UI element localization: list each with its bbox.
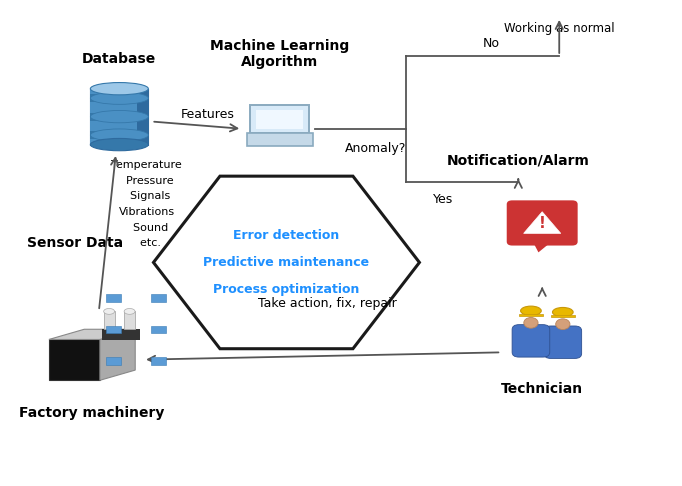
Text: No: No [483,37,499,50]
Bar [551,315,575,317]
Polygon shape [524,212,561,233]
Ellipse shape [90,129,149,141]
Ellipse shape [520,306,542,315]
Text: Notification/Alarm: Notification/Alarm [447,154,590,168]
Text: Anomaly?: Anomaly? [344,142,406,155]
Text: Machine Learning
Algorithm: Machine Learning Algorithm [210,39,349,69]
Bar [104,312,115,330]
Bar [102,330,140,341]
Bar [90,94,148,102]
Bar [136,89,148,145]
Text: Sensor Data: Sensor Data [27,236,123,250]
FancyBboxPatch shape [544,326,582,359]
Polygon shape [49,339,100,380]
Bar [519,314,543,315]
Polygon shape [533,242,552,252]
Ellipse shape [90,92,149,104]
Ellipse shape [524,317,538,328]
Ellipse shape [90,139,149,151]
Text: Features: Features [181,108,235,121]
Text: Technician: Technician [501,382,583,396]
Bar [106,357,121,365]
Polygon shape [153,176,419,349]
Bar [124,312,135,330]
Bar [106,326,121,333]
Ellipse shape [552,308,573,317]
Bar [151,294,166,302]
Text: !: ! [539,216,546,231]
Ellipse shape [104,309,115,314]
Text: Process optimization: Process optimization [213,283,359,295]
Bar [256,110,303,128]
Bar [106,294,121,302]
FancyBboxPatch shape [247,133,312,146]
Bar [90,113,148,121]
FancyBboxPatch shape [512,325,550,357]
Bar [151,357,166,365]
Polygon shape [49,330,135,339]
Text: Factory machinery: Factory machinery [19,406,165,420]
Bar [90,89,148,145]
FancyBboxPatch shape [250,105,310,133]
Text: Error detection: Error detection [233,229,340,242]
Text: Yes: Yes [433,193,454,206]
FancyBboxPatch shape [507,200,578,245]
Text: Temperature
  Pressure
  Signals
Vibrations
  Sound
  etc.: Temperature Pressure Signals Vibrations … [111,160,182,248]
Bar [90,131,148,139]
Ellipse shape [90,110,149,123]
Ellipse shape [90,83,149,95]
Text: Take action, fix, repair: Take action, fix, repair [258,297,397,310]
Text: Predictive maintenance: Predictive maintenance [203,256,370,269]
Bar [151,326,166,333]
Ellipse shape [124,309,135,314]
Text: Database: Database [83,52,156,66]
Ellipse shape [556,319,570,330]
Text: Working as normal: Working as normal [504,22,614,35]
Polygon shape [100,330,135,380]
